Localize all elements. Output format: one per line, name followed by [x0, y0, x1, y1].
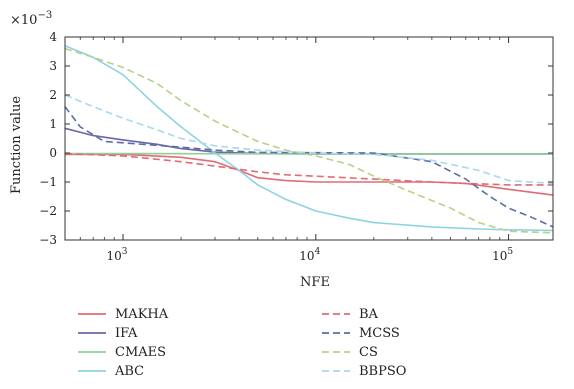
- x-tick-label: 103: [107, 247, 128, 263]
- series-line-cs: [64, 47, 554, 234]
- series-line-bbpso: [64, 94, 554, 185]
- y-tick-label: 4: [49, 30, 57, 44]
- x-tick-label: 104: [299, 247, 320, 263]
- x-tick-base: 10: [107, 249, 122, 263]
- legend-label-mcss: MCSS: [359, 326, 400, 341]
- legend-label-cmaes: CMAES: [115, 345, 166, 360]
- series-line-abc: [64, 44, 554, 232]
- y-axis-title: Function value: [9, 96, 24, 194]
- y-multiplier-base: ×10: [10, 13, 37, 28]
- x-tick-base: 10: [299, 249, 314, 263]
- x-tick-label: 105: [492, 247, 513, 263]
- y-tick-label: 1: [49, 117, 57, 131]
- x-tick-exponent: 3: [122, 247, 128, 257]
- legend: MAKHA IFA CMAES ABC BA MCSS CS BBPSO: [78, 307, 406, 379]
- plot-lines: [64, 44, 554, 234]
- y-tick-label: −3: [39, 233, 57, 247]
- legend-label-abc: ABC: [114, 364, 144, 379]
- y-multiplier-exponent: −3: [37, 10, 52, 21]
- legend-label-bbpso: BBPSO: [359, 364, 406, 379]
- y-tick-label: −2: [39, 204, 57, 218]
- x-tick-exponent: 5: [507, 247, 513, 257]
- series-line-makha: [65, 153, 554, 196]
- series-line-ifa: [64, 127, 553, 155]
- legend-label-makha: MAKHA: [115, 307, 169, 322]
- x-tick-exponent: 4: [315, 247, 321, 257]
- y-multiplier-label: ×10−3: [10, 10, 52, 28]
- legend-label-cs: CS: [359, 345, 378, 360]
- x-tick-base: 10: [492, 249, 507, 263]
- legend-label-ifa: IFA: [115, 326, 138, 341]
- plot-frame: [64, 36, 554, 241]
- y-tick-label: 3: [49, 59, 57, 73]
- legend-label-ba: BA: [359, 307, 379, 322]
- y-tick-label: −1: [39, 175, 57, 189]
- series-line-ba: [64, 152, 553, 186]
- y-tick-label: 0: [49, 146, 57, 160]
- x-axis-title: NFE: [300, 275, 330, 290]
- y-tick-label: 2: [49, 88, 57, 102]
